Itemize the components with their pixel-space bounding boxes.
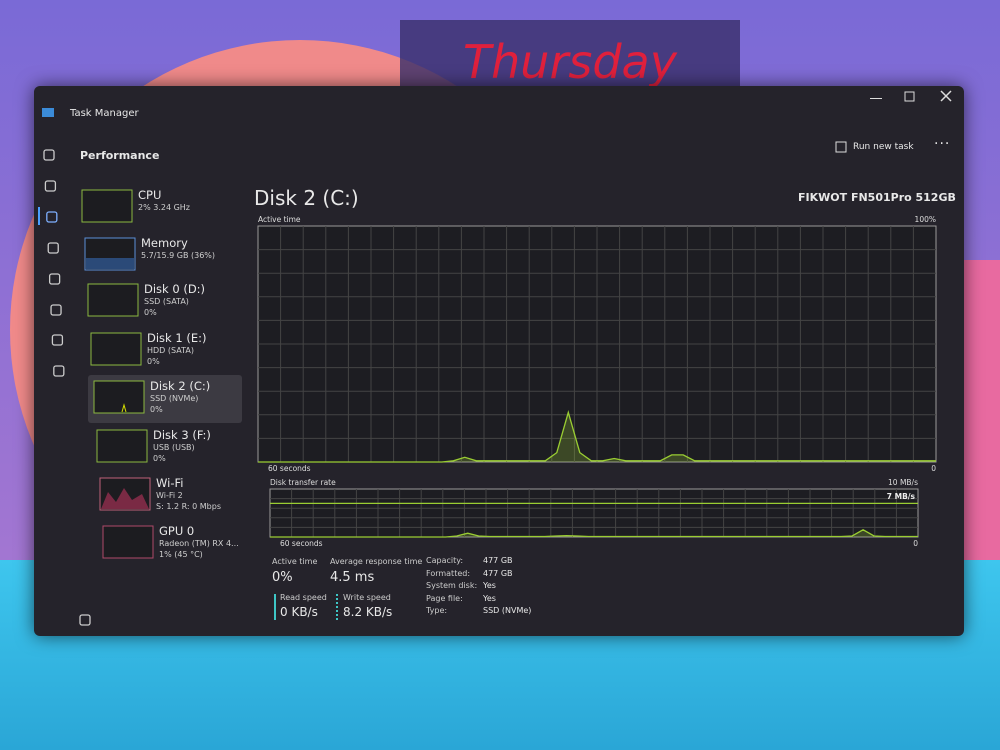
property-label: Page file:	[426, 593, 463, 603]
chart-time-label: 60 seconds	[280, 539, 323, 548]
sidebar-detail: Radeon (TM) RX 4...	[159, 539, 239, 548]
stat-label: Active time	[272, 557, 318, 566]
hill	[960, 260, 1000, 560]
thumbnail-fill	[86, 258, 134, 269]
thumbnail	[96, 429, 148, 463]
area-fill	[270, 529, 918, 537]
thumbnail-fill	[121, 403, 127, 413]
property-value: 477 GB	[483, 556, 513, 565]
sidebar-name[interactable]: Disk 0 (D:)	[144, 282, 206, 296]
sidebar-name[interactable]: Disk 3 (F:)	[153, 428, 211, 442]
property-value: Yes	[483, 581, 496, 590]
sidebar-detail: 0%	[147, 357, 160, 366]
property-label: Capacity:	[426, 556, 464, 565]
sidebar-detail: 5.7/15.9 GB (36%)	[141, 251, 216, 260]
y-tick-label: 10 MB/s	[888, 478, 918, 487]
run-task-icon	[835, 141, 847, 153]
nav-icon	[46, 211, 58, 223]
thumbnail	[81, 189, 133, 223]
property-value: SSD (NVMe)	[483, 606, 532, 615]
sidebar-detail: USB (USB)	[153, 443, 195, 452]
nav-icon	[43, 149, 55, 161]
chart-time-label: 60 seconds	[268, 464, 311, 473]
chart-label: Active time	[258, 215, 301, 224]
stat-label: Average response time	[330, 557, 423, 566]
sidebar-name[interactable]: Memory	[141, 236, 188, 250]
sidebar-detail: SSD (SATA)	[144, 297, 189, 306]
disk-model: FIKWOT FN501Pro 512GB	[798, 191, 956, 204]
property-label: Type:	[426, 606, 448, 615]
sidebar-detail: HDD (SATA)	[147, 346, 194, 355]
property-label: System disk:	[426, 581, 478, 590]
sidebar-detail: 1% (45 °C)	[159, 550, 203, 559]
sidebar-detail: 0%	[153, 454, 166, 463]
stat-label: Read speed	[280, 593, 327, 602]
run-new-task[interactable]: Run new task	[853, 142, 914, 152]
maximize-button[interactable]	[904, 91, 915, 102]
sidebar-name[interactable]: Disk 1 (E:)	[147, 331, 207, 345]
property-value: Yes	[483, 593, 496, 603]
sidebar-detail: 0%	[150, 405, 163, 414]
more-button[interactable]: ···	[934, 136, 951, 152]
nav-icon	[48, 273, 61, 285]
nav-icon	[44, 180, 57, 192]
nav-selected	[38, 207, 40, 225]
y-tick-label: 0	[913, 539, 918, 548]
thumbnail	[93, 380, 145, 414]
thumbnail-fill	[101, 488, 149, 509]
nav-icon	[47, 242, 59, 254]
sidebar-detail: 2% 3.24 GHz	[138, 203, 191, 212]
app-icon	[42, 108, 54, 117]
sidebar-detail: S: 1.2 R: 0 Mbps	[156, 502, 221, 511]
sidebar-name[interactable]: GPU 0	[159, 524, 195, 538]
stat-value: 4.5 ms	[330, 570, 375, 585]
sidebar-detail: Wi-Fi 2	[156, 491, 183, 500]
y-tick-label: 100%	[914, 215, 936, 224]
stat-label: Write speed	[343, 593, 391, 602]
window-title: Task Manager	[70, 108, 139, 119]
nav-icon	[79, 614, 91, 626]
chart-label: Disk transfer rate	[270, 478, 336, 487]
weekday: Thursday	[463, 35, 678, 89]
sidebar-name[interactable]: Wi-Fi	[156, 476, 184, 490]
property-label: Formatted:	[426, 568, 471, 578]
clock-shape	[400, 20, 740, 90]
sidebar-name[interactable]: CPU	[138, 188, 162, 202]
disk-title: Disk 2 (C:)	[254, 186, 359, 210]
nav-icon	[53, 365, 65, 377]
thumbnail	[102, 525, 154, 559]
sidebar-detail: SSD (NVMe)	[150, 394, 199, 403]
sidebar-name[interactable]: Disk 2 (C:)	[150, 379, 211, 393]
stat-value: 0 KB/s	[280, 605, 318, 619]
y-tick-label: 0	[931, 464, 936, 473]
nav-icon	[51, 334, 64, 346]
property-value: 477 GB	[483, 568, 513, 578]
data-line	[258, 410, 936, 463]
stat-value: 0%	[272, 570, 293, 585]
thumbnail	[90, 332, 142, 366]
section-title: Performance	[80, 149, 160, 162]
close-button	[940, 90, 952, 102]
thumbnail	[87, 283, 139, 317]
minimize-button[interactable]	[870, 98, 882, 99]
sidebar-detail: 0%	[144, 308, 157, 317]
scale-marker-label: 7 MB/s	[886, 492, 915, 502]
stat-value: 8.2 KB/s	[343, 605, 393, 619]
nav-icon	[50, 304, 62, 316]
data-line	[270, 529, 918, 538]
